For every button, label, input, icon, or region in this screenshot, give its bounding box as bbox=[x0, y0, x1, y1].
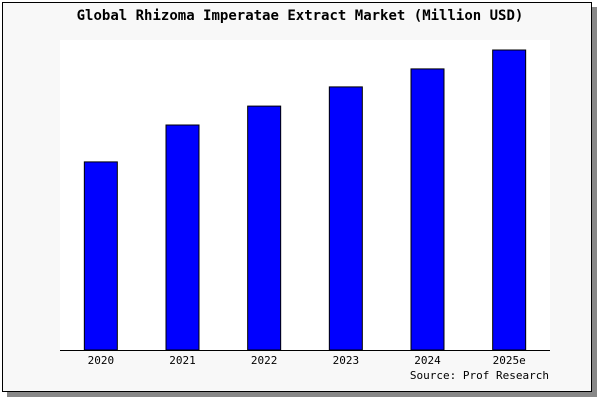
x-tick-label: 2021 bbox=[169, 354, 196, 367]
x-tick-label: 2022 bbox=[251, 354, 278, 367]
plot-area bbox=[60, 40, 550, 350]
bar-2024 bbox=[410, 68, 445, 351]
x-tick-label: 2025e bbox=[493, 354, 526, 367]
x-tick-label: 2024 bbox=[414, 354, 441, 367]
bar-2025e bbox=[492, 49, 527, 351]
source-label: Source: Prof Research bbox=[410, 369, 549, 382]
bar-2021 bbox=[165, 124, 200, 351]
x-tick-label: 2020 bbox=[88, 354, 115, 367]
bar-2022 bbox=[247, 105, 282, 351]
chart-title: Global Rhizoma Imperatae Extract Market … bbox=[77, 8, 524, 24]
bar-2020 bbox=[83, 161, 118, 351]
bar-2023 bbox=[328, 86, 363, 351]
x-tick-label: 2023 bbox=[333, 354, 360, 367]
